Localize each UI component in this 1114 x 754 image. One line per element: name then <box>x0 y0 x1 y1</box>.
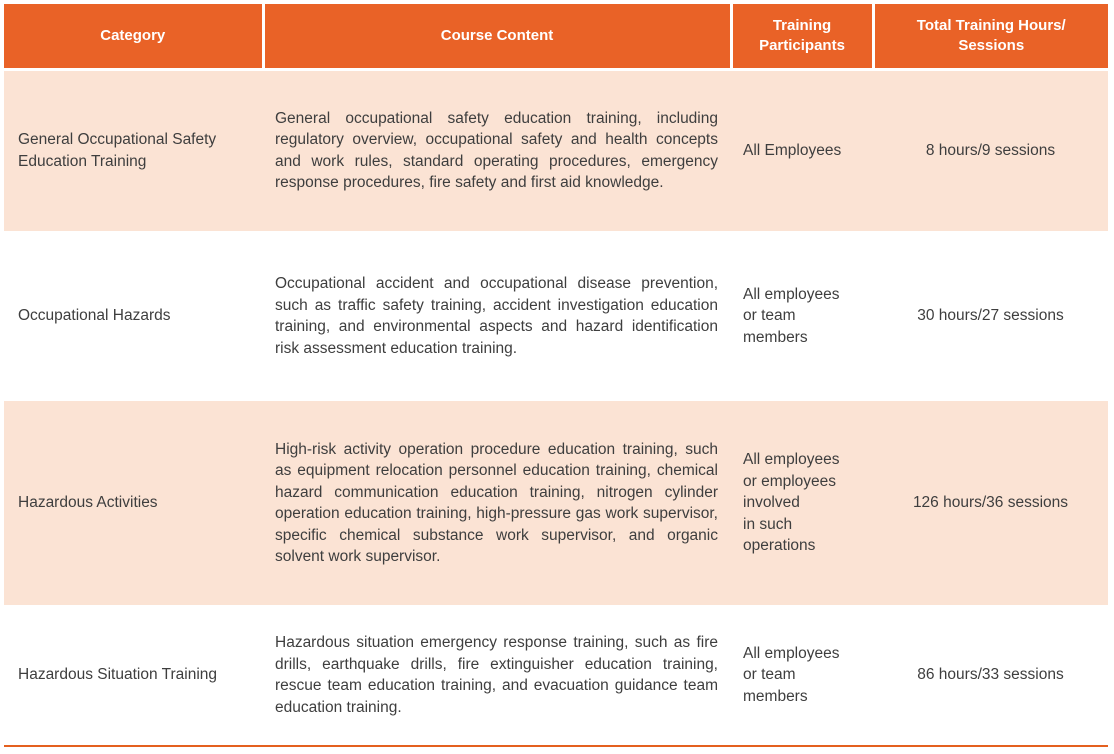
content-cell: Occupational accident and occupational d… <box>263 231 731 401</box>
header-cell-content: Course Content <box>261 4 731 71</box>
table-row: Occupational Hazards Occupational accide… <box>4 231 1108 401</box>
table-row: General Occupational Safety Education Tr… <box>4 69 1108 231</box>
hours-cell: 126 hours/36 sessions <box>873 401 1108 605</box>
training-table: Category Course Content Training Partici… <box>4 4 1108 747</box>
header-row: Category Course Content Training Partici… <box>4 4 1108 71</box>
category-cell: General Occupational Safety Education Tr… <box>4 69 263 231</box>
table-header: Category Course Content Training Partici… <box>4 4 1108 71</box>
hours-cell: 8 hours/9 sessions <box>873 69 1108 231</box>
header-cell-category: Category <box>4 4 263 71</box>
participants-cell: All employees or employees involved in s… <box>731 401 873 605</box>
header-cell-participants: Training Participants <box>729 4 873 71</box>
category-cell: Hazardous Activities <box>4 401 263 605</box>
hours-cell: 86 hours/33 sessions <box>873 605 1108 746</box>
hours-cell: 30 hours/27 sessions <box>873 231 1108 401</box>
content-cell: General occupational safety education tr… <box>263 69 731 231</box>
table-row: Hazardous Activities High-risk activity … <box>4 401 1108 605</box>
category-cell: Occupational Hazards <box>4 231 263 401</box>
category-cell: Hazardous Situation Training <box>4 605 263 746</box>
participants-cell: All employees or team members <box>731 231 873 401</box>
participants-cell: All Employees <box>731 69 873 231</box>
participants-cell: All employees or team members <box>731 605 873 746</box>
header-cell-hours: Total Training Hours/ Sessions <box>871 4 1108 71</box>
table-row: Hazardous Situation Training Hazardous s… <box>4 605 1108 746</box>
content-cell: Hazardous situation emergency response t… <box>263 605 731 746</box>
table-body: General Occupational Safety Education Tr… <box>4 69 1108 746</box>
content-cell: High-risk activity operation procedure e… <box>263 401 731 605</box>
